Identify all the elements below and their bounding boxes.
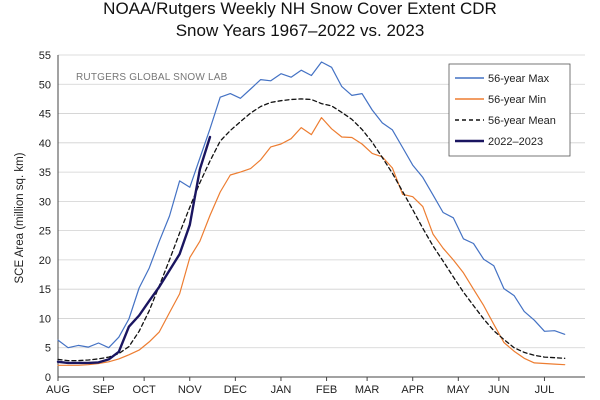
series-line-56-year-min xyxy=(57,117,566,366)
y-tick-25: 25 xyxy=(39,226,51,238)
x-tick-aug: AUG xyxy=(46,384,70,396)
x-tick-apr: APR xyxy=(401,384,424,396)
legend-label-2022-2023: 2022–2023 xyxy=(488,136,543,148)
y-tick-labels: 0 5 10 15 20 25 30 35 40 45 50 55 xyxy=(39,50,51,384)
x-tick-dec: DEC xyxy=(224,384,247,396)
series-line-2022-2023 xyxy=(56,135,212,365)
chart-title: NOAA/Rutgers Weekly NH Snow Cover Extent… xyxy=(103,0,497,18)
x-tick-mar: MAR xyxy=(355,384,380,396)
chart-subtitle: Snow Years 1967–2022 vs. 2023 xyxy=(176,21,425,40)
x-tick-jul: JUL xyxy=(535,384,555,396)
legend: 56-year Max 56-year Min 56-year Mean 2022–2… xyxy=(448,63,571,157)
series-line-56-year-max xyxy=(57,61,566,349)
y-tick-45: 45 xyxy=(39,109,51,121)
y-tick-10: 10 xyxy=(39,313,51,325)
y-tick-35: 35 xyxy=(39,167,51,179)
legend-label-56-year-mean: 56-year Mean xyxy=(488,115,556,127)
x-tick-sep: SEP xyxy=(93,384,115,396)
series-line-56-year-mean xyxy=(57,98,566,362)
y-tick-50: 50 xyxy=(39,79,51,91)
y-tick-5: 5 xyxy=(45,343,51,355)
y-tick-40: 40 xyxy=(39,138,51,150)
y-tick-20: 20 xyxy=(39,255,51,267)
x-tick-jun: JUN xyxy=(488,384,509,396)
x-tick-may: MAY xyxy=(447,384,471,396)
x-tick-jan: JAN xyxy=(271,384,292,396)
legend-label-56-year-min: 56-year Min xyxy=(488,94,546,106)
y-tick-55: 55 xyxy=(39,50,51,62)
y-tick-0: 0 xyxy=(45,372,51,384)
x-tick-labels: AUG SEP OCT NOV DEC JAN FEB MAR APR MAY JUN JUL xyxy=(46,384,554,396)
series-group xyxy=(56,61,566,366)
legend-label-56-year-max: 56-year Max xyxy=(488,73,550,85)
x-tick-oct: OCT xyxy=(133,384,157,396)
y-axis-label: SCE Area (million sq. km) xyxy=(14,152,26,283)
watermark-text: RUTGERS GLOBAL SNOW LAB xyxy=(76,72,228,83)
x-tick-feb: FEB xyxy=(316,384,337,396)
y-tick-30: 30 xyxy=(39,196,51,208)
y-tick-15: 15 xyxy=(39,284,51,296)
x-tick-nov: NOV xyxy=(178,384,203,396)
axes xyxy=(57,55,585,381)
